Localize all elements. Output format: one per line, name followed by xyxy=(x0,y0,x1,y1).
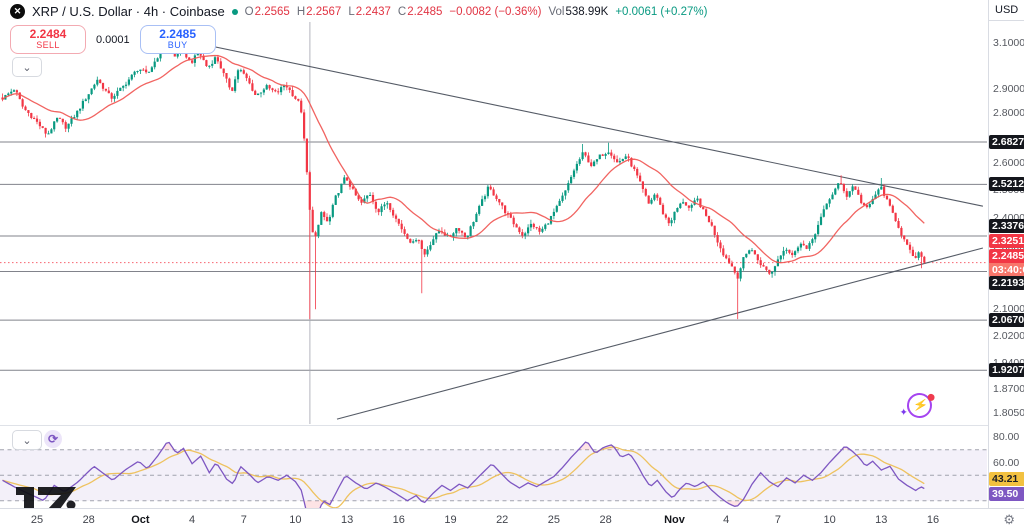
price-tick: 2.8000 xyxy=(993,106,1024,119)
time-tick: 28 xyxy=(599,514,612,526)
candles-layer xyxy=(1,35,926,320)
symbol-legend: ✕ XRP / U.S. Dollar · 4h · Coinbase O 2.2… xyxy=(10,4,707,19)
rsi-tick: 80.00 xyxy=(993,431,1020,443)
time-tick: 25 xyxy=(547,514,561,526)
time-tick: 16 xyxy=(926,514,940,526)
time-tick: 7 xyxy=(240,514,247,526)
lightning-icon: ⚡ xyxy=(911,396,930,414)
chevron-down-icon: ⌄ xyxy=(22,61,32,74)
time-tick: 13 xyxy=(875,514,888,526)
time-tick: 22 xyxy=(496,514,509,526)
bar-countdown: 03:40:00 xyxy=(989,262,1024,277)
time-tick: 25 xyxy=(30,514,44,526)
rsi-refresh-icon[interactable]: ⟳ xyxy=(44,430,62,448)
price-tick: 2.0200 xyxy=(993,329,1024,342)
ohlc-low: L 2.2437 xyxy=(348,5,391,18)
level-lines xyxy=(0,22,987,424)
buy-button[interactable]: 2.2485 BUY xyxy=(139,25,216,54)
price-level-badge: 2.3376 xyxy=(989,218,1024,233)
trendlines[interactable] xyxy=(171,37,984,420)
rsi-line xyxy=(2,441,925,508)
tradingview-watermark xyxy=(16,487,76,510)
rsi-plot xyxy=(2,441,925,508)
sell-button[interactable]: 2.2484 SELL xyxy=(10,25,86,54)
price-level-badge: 2.5212 xyxy=(989,177,1024,192)
price-level-badge: 2.6827 xyxy=(989,135,1024,149)
price-tick: 1.8700 xyxy=(993,382,1024,395)
main-chart[interactable] xyxy=(0,0,988,532)
price-level-badge: 2.0670 xyxy=(989,313,1024,328)
legend-collapse-button[interactable]: ⌄ xyxy=(12,57,42,77)
price-tick: 3.1000 xyxy=(993,37,1024,50)
price-tick: 2.9000 xyxy=(993,82,1024,95)
spread-value: 0.0001 xyxy=(96,33,130,46)
time-tick: 19 xyxy=(444,514,457,526)
ohlc-close: C 2.2485 xyxy=(397,5,443,18)
ascending-support xyxy=(336,247,984,420)
pane-separator[interactable] xyxy=(0,425,1024,426)
chevron-down-icon: ⌄ xyxy=(22,434,32,447)
descending-resistance xyxy=(171,37,984,207)
time-tick: 4 xyxy=(189,514,196,526)
market-status-dot xyxy=(231,8,238,15)
sparkle-icon: ✦ xyxy=(899,407,908,419)
rsi-ma-line xyxy=(2,446,925,508)
ohlc-open: O 2.2565 xyxy=(244,5,290,18)
time-axis[interactable]: ⚙ 25 28 Oct 4 7 10 13 16 19 22 25 28 Nov 4 7 10 13 16 xyxy=(0,508,1024,532)
volume: Vol 538.99K xyxy=(548,5,609,18)
price-tick: 1.8050 xyxy=(993,406,1024,419)
time-tick: 28 xyxy=(82,514,95,526)
price-change: −0.0082 (−0.36%) xyxy=(449,5,542,18)
rsi-collapse-button[interactable]: ⌄ xyxy=(12,430,42,450)
time-tick: 7 xyxy=(774,514,781,526)
ohlc-high: H 2.2567 xyxy=(296,5,342,18)
currency-label: USD xyxy=(989,0,1024,21)
time-tick: Oct xyxy=(131,514,150,526)
ma-line xyxy=(2,54,925,264)
price-tick: 2.6000 xyxy=(993,157,1024,170)
time-tick: 4 xyxy=(723,514,730,526)
time-tick: 16 xyxy=(392,514,405,526)
time-tick: 10 xyxy=(823,514,836,526)
price-axis[interactable]: USD 3.10002.90002.80002.60002.50002.4000… xyxy=(988,0,1024,532)
rsi-band xyxy=(0,449,987,502)
price-level-badge: 2.2193 xyxy=(989,275,1024,290)
ma-value-badge: 2.3251 xyxy=(989,233,1024,248)
symbol-title[interactable]: XRP / U.S. Dollar · 4h · Coinbase xyxy=(32,4,225,19)
volume-change: +0.0061 (+0.27%) xyxy=(615,5,708,18)
close-icon[interactable]: ✕ xyxy=(10,4,25,19)
time-tick: 10 xyxy=(289,514,302,526)
rsi-tick: 60.00 xyxy=(993,456,1020,469)
rsi-value-badge: 39.50 xyxy=(989,486,1024,501)
rsi-ma-badge: 43.21 xyxy=(989,471,1024,486)
time-tick: Nov xyxy=(664,514,685,526)
time-tick: 13 xyxy=(340,514,354,526)
price-tick: 2.1000 xyxy=(993,303,1024,316)
axis-settings-icon[interactable]: ⚙ xyxy=(1003,512,1015,527)
price-level-badge: 1.9207 xyxy=(989,363,1024,378)
trade-widget: 2.2484 SELL 0.0001 2.2485 BUY xyxy=(10,25,216,54)
